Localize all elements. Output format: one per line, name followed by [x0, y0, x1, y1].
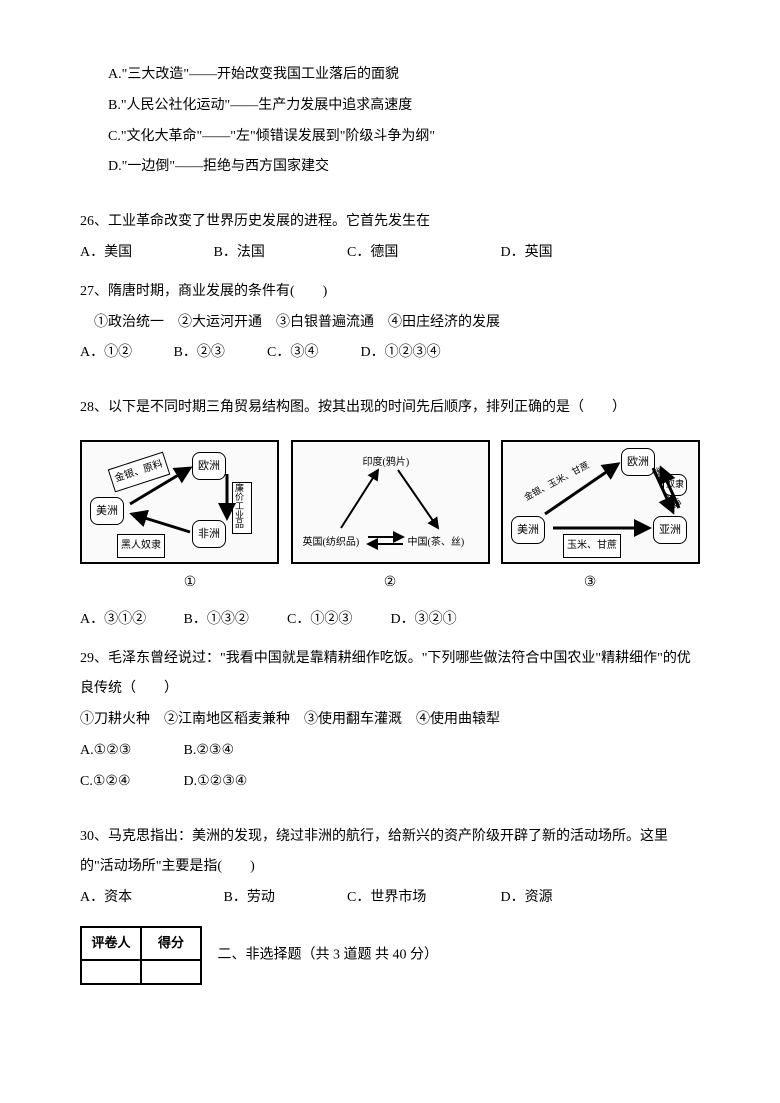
- q28-option-b: B．①③②: [184, 605, 284, 636]
- q25-option-a: A."三大改造"——开始改变我国工业落后的面貌: [80, 60, 700, 91]
- q26-option-c: C．德国: [347, 238, 497, 269]
- diagram-num-1: ①: [184, 568, 197, 599]
- q26-stem: 26、工业革命改变了世界历史发展的进程。它首先发生在: [80, 207, 700, 238]
- q28-options: A．③①② B．①③② C．①②③ D．③②①: [80, 605, 700, 636]
- diagram-3: 欧洲 美洲 亚洲 金银、玉米、甘蔗 香料、丝绸 玉米、甘蔗 奴隶: [501, 440, 700, 564]
- diagram-2: 印度(鸦片) 英国(纺织品) 中国(茶、丝): [291, 440, 490, 564]
- q26-option-a: A．美国: [80, 238, 210, 269]
- q30-option-b: B．劳动: [224, 883, 344, 914]
- q27-option-c: C．③④: [267, 338, 357, 369]
- score-table: 评卷人 得分: [80, 926, 202, 985]
- score-th-score: 得分: [141, 927, 201, 960]
- diagram-1: 欧洲 美洲 非洲 金银、原料 廉价工业品 黑人奴隶: [80, 440, 279, 564]
- q30-options: A．资本 B．劳动 C．世界市场 D．资源: [80, 883, 700, 914]
- q27-option-b: B．②③: [174, 338, 264, 369]
- triangle-diagrams: 欧洲 美洲 非洲 金银、原料 廉价工业品 黑人奴隶 印度(鸦片) 英国(纺织品)…: [80, 440, 700, 564]
- q29-option-a: A.①②③: [80, 736, 180, 767]
- q30-stem: 30、马克思指出：美洲的发现，绕过非洲的航行，给新兴的资产阶级开辟了新的活动场所…: [80, 822, 700, 884]
- q25-option-b: B."人民公社化运动"——生产力发展中追求高速度: [80, 91, 700, 122]
- score-th-reviewer: 评卷人: [81, 927, 141, 960]
- section-2-title: 二、非选择题（共 3 道题 共 40 分）: [218, 947, 439, 962]
- q30-option-c: C．世界市场: [347, 883, 497, 914]
- section-2-header: 评卷人 得分 二、非选择题（共 3 道题 共 40 分）: [80, 926, 700, 985]
- q27-option-a: A．①②: [80, 338, 170, 369]
- q29-stem: 29、毛泽东曾经说过："我看中国就是靠精耕细作吃饭。"下列哪些做法符合中国农业"…: [80, 644, 700, 706]
- q25-option-d: D."一边倒"——拒绝与西方国家建交: [80, 152, 700, 183]
- q27-option-d: D．①②③④: [361, 338, 441, 369]
- score-cell-score: [141, 960, 201, 984]
- q29-options-2: C.①②④ D.①②③④: [80, 767, 700, 798]
- d2-arrows: [293, 442, 488, 562]
- score-cell-reviewer: [81, 960, 141, 984]
- q30-option-a: A．资本: [80, 883, 220, 914]
- q28-option-a: A．③①②: [80, 605, 180, 636]
- q29-sub: ①刀耕火种 ②江南地区稻麦兼种 ③使用翻车灌溉 ④使用曲辕犁: [80, 705, 700, 736]
- d3-arrows: [503, 442, 698, 562]
- q29-option-b: B.②③④: [184, 736, 235, 767]
- q26-option-d: D．英国: [501, 238, 553, 269]
- q28-option-c: C．①②③: [287, 605, 387, 636]
- diagram-num-2: ②: [384, 568, 397, 599]
- q29-option-d: D.①②③④: [184, 767, 248, 798]
- diagram-numbers: ① ② ③: [90, 568, 690, 599]
- diagram-num-3: ③: [584, 568, 597, 599]
- q28-stem: 28、以下是不同时期三角贸易结构图。按其出现的时间先后顺序，排列正确的是（ ）: [80, 393, 700, 424]
- q28-option-d: D．③②①: [391, 605, 457, 636]
- q27-sub: ①政治统一 ②大运河开通 ③白银普遍流通 ④田庄经济的发展: [80, 308, 700, 339]
- q30-option-d: D．资源: [501, 883, 553, 914]
- q27-options: A．①② B．②③ C．③④ D．①②③④: [80, 338, 700, 369]
- q29-options-1: A.①②③ B.②③④: [80, 736, 700, 767]
- d1-arrows: [82, 442, 277, 562]
- q29-option-c: C.①②④: [80, 767, 180, 798]
- q27-stem: 27、隋唐时期，商业发展的条件有( ): [80, 277, 700, 308]
- q26-options: A．美国 B．法国 C．德国 D．英国: [80, 238, 700, 269]
- q26-option-b: B．法国: [214, 238, 344, 269]
- q25-option-c: C."文化大革命"——"左"倾错误发展到"阶级斗争为纲": [80, 122, 700, 153]
